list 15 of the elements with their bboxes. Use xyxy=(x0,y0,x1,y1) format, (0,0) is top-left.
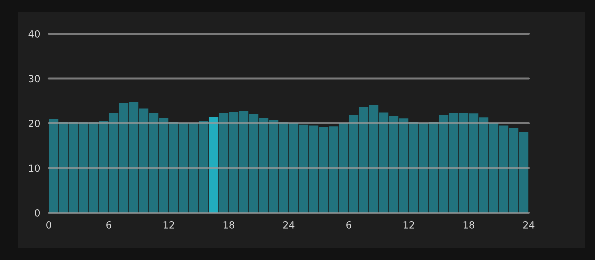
x-tick-label: 12 xyxy=(164,222,174,229)
y-tick-label: 40 xyxy=(28,30,40,38)
y-tick-label: 0 xyxy=(35,209,40,217)
y-tick-label: 30 xyxy=(29,75,40,83)
x-tick-label: 24 xyxy=(284,222,295,229)
x-tick-label: 18 xyxy=(464,222,475,229)
x-tick-label: 6 xyxy=(346,222,352,229)
x-tick-label: 12 xyxy=(404,222,414,229)
y-tick-label: 10 xyxy=(29,164,40,172)
x-tick-label: 24 xyxy=(524,222,535,229)
bar xyxy=(209,117,219,213)
y-tick-label: 20 xyxy=(29,120,40,128)
x-tick-label: 6 xyxy=(106,222,112,229)
x-tick-label: 18 xyxy=(224,222,235,229)
x-tick-label: 0 xyxy=(46,222,52,229)
